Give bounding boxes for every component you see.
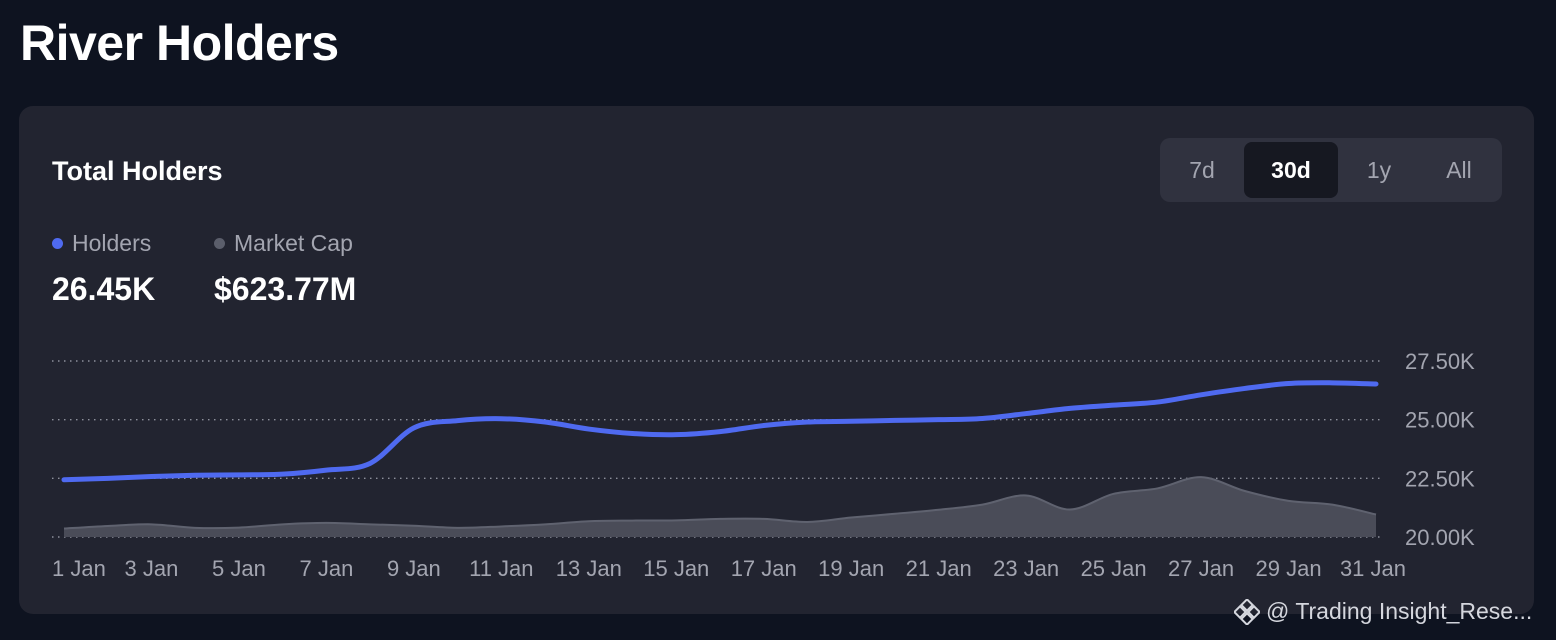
x-tick-label: 9 Jan [387,556,441,581]
x-tick-label: 25 Jan [1081,556,1147,581]
x-axis: 1 Jan 3 Jan 5 Jan 7 Jan 9 Jan 11 Jan 13 Jan 15 … [52,556,1406,581]
x-tick-label: 27 Jan [1168,556,1234,581]
range-selector: 7d 30d 1y All [1160,138,1502,202]
y-tick-label: 27.50K [1405,349,1475,374]
range-30d-button[interactable]: 30d [1244,142,1338,198]
range-all-button[interactable]: All [1420,142,1498,198]
range-7d-button[interactable]: 7d [1164,142,1240,198]
y-tick-label: 25.00K [1405,408,1475,433]
x-tick-label: 15 Jan [643,556,709,581]
x-tick-label: 23 Jan [993,556,1059,581]
x-tick-label: 3 Jan [125,556,179,581]
legend-holders-label: Holders [72,230,152,256]
holders-series [61,380,1379,483]
x-tick-label: 29 Jan [1256,556,1322,581]
holders-dot-icon [52,238,63,249]
legend-holders[interactable]: Holders 26.45K [52,230,155,308]
market-cap-line [63,476,1377,530]
market-cap-value: $623.77M [214,271,357,307]
card-title: Total Holders [52,156,223,186]
market-cap-dot-icon [214,238,225,249]
x-tick-label: 17 Jan [731,556,797,581]
market-cap-area [64,477,1376,537]
holders-line [61,380,1379,483]
y-tick-label: 20.00K [1405,525,1475,550]
holders-value: 26.45K [52,271,156,307]
x-tick-label: 1 Jan [52,556,106,581]
legend-market-cap[interactable]: Market Cap $623.77M [214,230,356,308]
binance-logo-icon [1234,598,1260,625]
x-tick-label: 13 Jan [556,556,622,581]
y-tick-label: 22.50K [1405,466,1475,491]
x-tick-label: 19 Jan [818,556,884,581]
x-tick-label: 5 Jan [212,556,266,581]
watermark-text: @ Trading Insight_Rese... [1266,598,1533,624]
watermark: @ Trading Insight_Rese... [1234,598,1532,625]
x-tick-label: 21 Jan [906,556,972,581]
page-title: River Holders [20,15,339,71]
y-axis: 27.50K 25.00K 22.50K 20.00K [1405,349,1475,550]
x-tick-label: 7 Jan [299,556,353,581]
legend-market-cap-label: Market Cap [234,230,353,256]
x-tick-label: 11 Jan [469,556,533,581]
market-cap-series [63,476,1377,537]
x-tick-label: 31 Jan [1340,556,1406,581]
range-1y-button[interactable]: 1y [1342,142,1416,198]
